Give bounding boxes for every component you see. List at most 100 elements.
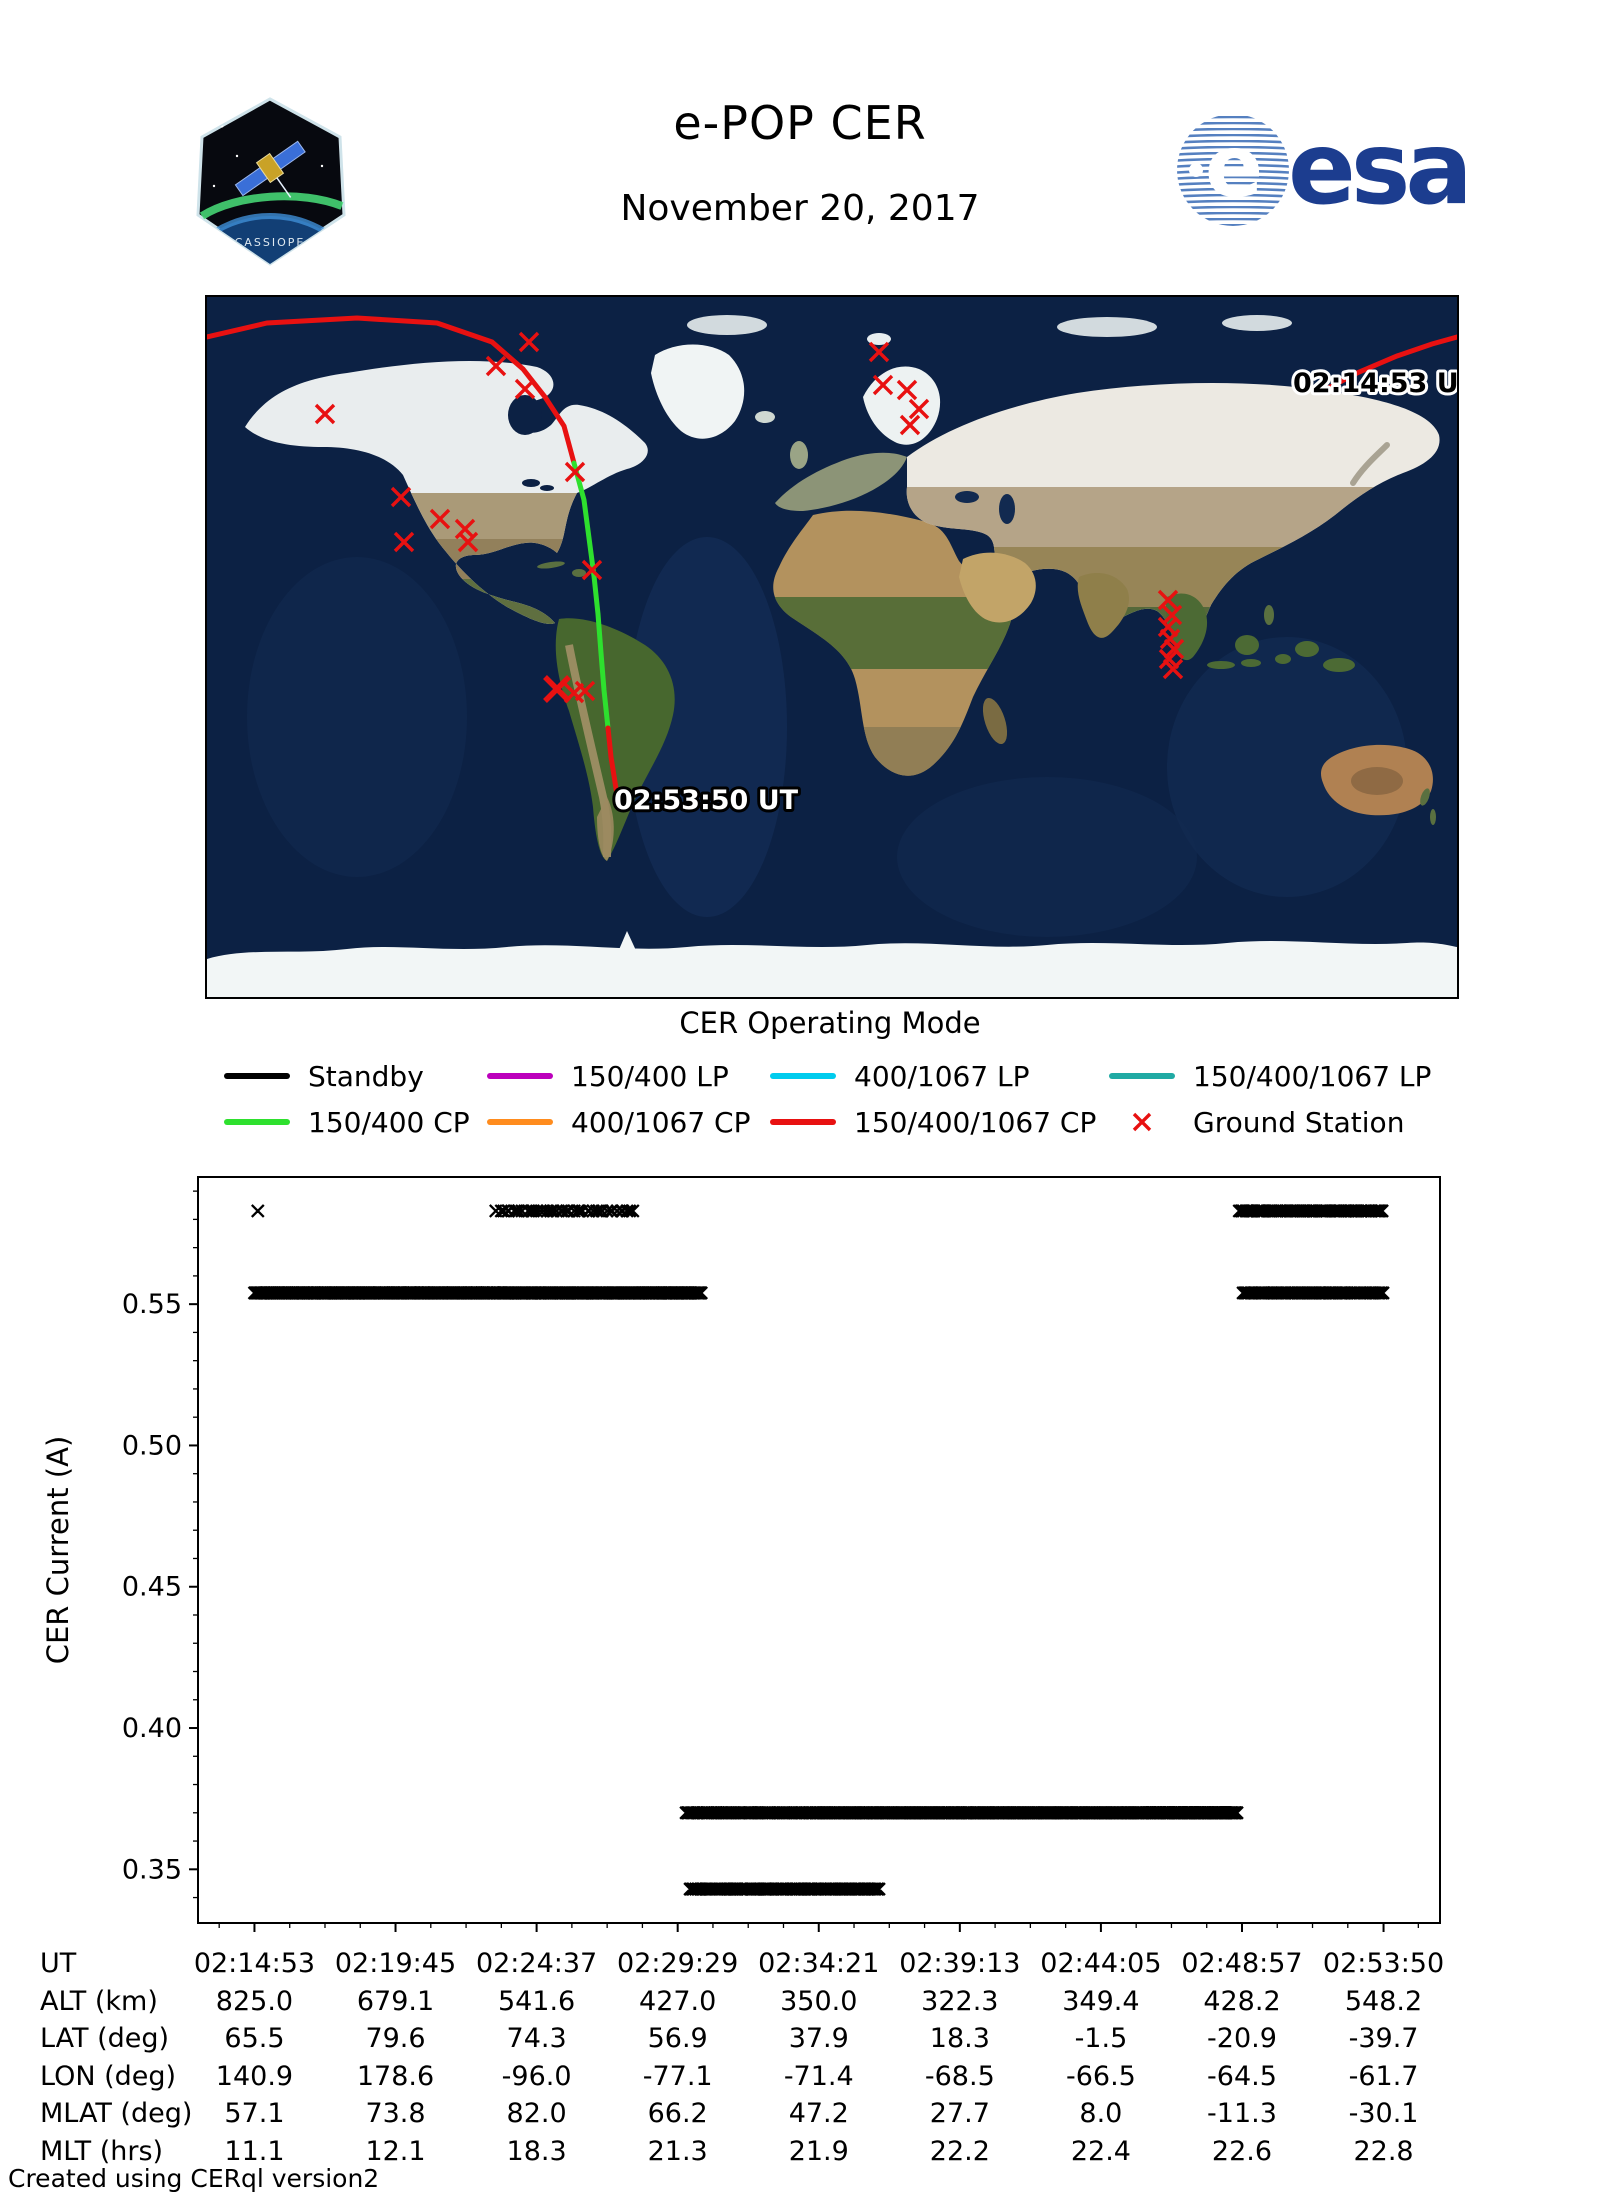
table-row-label: LAT (deg)	[40, 2023, 170, 2055]
track-segment	[605, 725, 621, 804]
patch-label: CASSIOPE	[235, 236, 306, 249]
y-tick-label: 0.35	[122, 1854, 182, 1885]
legend-item: 150/400/1067 CP	[770, 1102, 1096, 1142]
ground-station-icon	[390, 486, 412, 508]
table-cell: 21.9	[788, 2136, 849, 2167]
page-date: November 20, 2017	[620, 188, 980, 229]
table-cell: 79.6	[365, 2023, 426, 2055]
legend-item: 150/400 CP	[224, 1102, 470, 1142]
y-tick-label: 0.45	[122, 1572, 182, 1603]
cer-current-band	[250, 1204, 1389, 1218]
ground-station-icon	[1163, 638, 1185, 660]
table-cell: 66.2	[647, 2098, 708, 2130]
cer-current-chart: 0.35 0.40 0.45 0.50 0.55	[122, 1176, 1441, 1932]
track-segment	[571, 460, 611, 731]
page-title: e-POP CER	[673, 96, 927, 150]
table-row: LON (deg) 140.9 178.6 -96.0 -77.1 -71.4 -68.5 -…	[0, 2061, 1600, 2099]
table-cell: -66.5	[1065, 2060, 1136, 2092]
table-cell: 57.1	[224, 2098, 285, 2130]
legend-item-label: Ground Station	[1193, 1105, 1405, 1139]
table-cell: 02:19:45	[334, 1948, 457, 1979]
table-cell: 12.1	[365, 2136, 426, 2167]
table-cell: -77.1	[642, 2060, 713, 2092]
ground-station-icon	[899, 414, 921, 436]
table-cell: 22.6	[1211, 2136, 1273, 2167]
legend-item: 400/1067 LP	[770, 1056, 1030, 1096]
ground-station-icon	[485, 355, 507, 377]
legend-line-swatch	[1109, 1073, 1175, 1079]
table-row-label: UT	[40, 1948, 77, 1979]
ground-station-legend-icon	[1132, 1112, 1152, 1132]
table-row-label: ALT (km)	[40, 1985, 158, 2017]
table-cell: 178.6	[356, 2060, 435, 2092]
table-cell: 02:29:29	[617, 1948, 739, 1979]
table-cell: -1.5	[1074, 2023, 1128, 2055]
legend-line-swatch	[770, 1073, 836, 1079]
table-cell: 74.3	[506, 2023, 567, 2055]
table-cell: 541.6	[497, 1985, 576, 2017]
table-cell: 18.3	[929, 2023, 990, 2055]
legend-item: Ground Station	[1109, 1102, 1404, 1142]
legend-item-label: 400/1067 CP	[571, 1105, 751, 1139]
table-cell: 82.0	[506, 2098, 567, 2130]
table-row: MLT (hrs) 11.1 12.1 18.3 21.3 21.9 22.2 22.4 22.…	[0, 2136, 1600, 2174]
table-row-label: LON (deg)	[40, 2060, 177, 2092]
table-cell: -20.9	[1207, 2023, 1277, 2055]
table-cell: 02:24:37	[475, 1948, 598, 1979]
table-cell: -71.4	[783, 2060, 854, 2092]
table-cell: 73.8	[365, 2098, 426, 2130]
table-cell: -11.3	[1207, 2098, 1277, 2130]
track-segment	[204, 315, 577, 466]
legend-line-swatch	[770, 1119, 836, 1125]
table-cell: 8.0	[1079, 2098, 1123, 2130]
legend-item-label: 150/400 LP	[571, 1059, 729, 1093]
legend-item: 150/400 LP	[487, 1056, 729, 1096]
legend-item-label: 400/1067 LP	[854, 1059, 1030, 1093]
table-cell: 140.9	[215, 2060, 294, 2092]
y-tick-label: 0.40	[122, 1713, 182, 1744]
table-cell: 349.4	[1062, 1985, 1140, 2017]
table-cell: 11.1	[224, 2136, 285, 2167]
table-cell: 22.4	[1070, 2136, 1131, 2167]
table-cell: 37.9	[788, 2023, 849, 2055]
cer-current-band	[247, 1286, 1390, 1300]
table-cell: 21.3	[647, 2136, 708, 2167]
table-cell: 427.0	[639, 1985, 717, 2017]
track-end-time: 02:53:50 UT	[614, 785, 799, 816]
continent-south-america	[555, 618, 675, 861]
ground-station-icon	[868, 341, 890, 363]
legend-item: 150/400/1067 LP	[1109, 1056, 1431, 1096]
table-cell: -61.7	[1348, 2060, 1419, 2092]
legend-item: 400/1067 CP	[487, 1102, 750, 1142]
ground-station-icon	[1162, 658, 1184, 680]
table-cell: 428.2	[1203, 1985, 1281, 2017]
legend-item-label: 150/400/1067 LP	[1193, 1059, 1432, 1093]
ground-station-icon	[581, 559, 603, 581]
table-cell: 22.2	[929, 2136, 990, 2167]
ground-station-icon	[1157, 589, 1179, 611]
ground-station-icon	[564, 461, 586, 483]
table-cell: 02:48:57	[1181, 1948, 1303, 1979]
track-start-time: 02:14:53 UT	[1293, 368, 1457, 399]
continent-greenland	[651, 344, 745, 439]
ground-station-icon	[514, 378, 536, 400]
legend-line-swatch	[487, 1073, 553, 1079]
ground-station-icon	[314, 403, 336, 425]
ground-station-icon	[908, 398, 930, 420]
world-map: 02:14:53 UT 02:53:50 UT	[204, 295, 1481, 999]
cer-current-band	[683, 1882, 886, 1896]
table-cell: 56.9	[647, 2023, 708, 2055]
esa-wordmark: esa	[1288, 110, 1473, 227]
table-cell: 65.5	[224, 2023, 285, 2055]
ground-station-icon	[872, 374, 894, 396]
table-cell: 679.1	[356, 1985, 435, 2017]
table-cell: 02:39:13	[899, 1948, 1021, 1979]
table-cell: 02:44:05	[1040, 1948, 1162, 1979]
table-row-label: MLAT (deg)	[40, 2098, 193, 2130]
table-cell: 27.7	[929, 2098, 990, 2130]
table-cell: 47.2	[788, 2098, 849, 2130]
cer-current-band	[679, 1805, 1244, 1820]
y-tick-label: 0.50	[122, 1430, 182, 1461]
ground-station-icon	[1161, 604, 1183, 626]
